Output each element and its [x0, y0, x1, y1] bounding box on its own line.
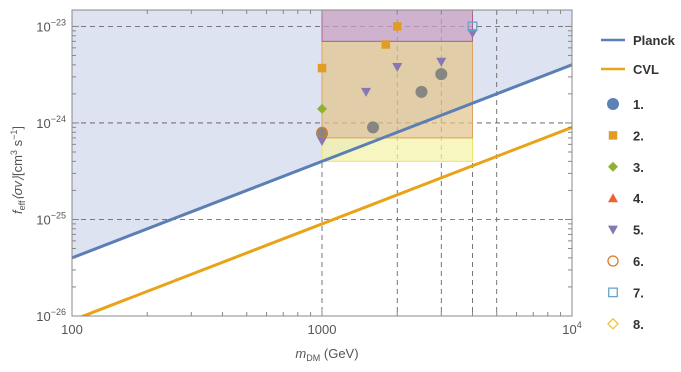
y-tick-label: 10−25 [36, 210, 66, 227]
data-point-series-3-shape [317, 103, 327, 114]
y-tick-label: 10−23 [36, 17, 66, 34]
data-point-series-1 [435, 68, 448, 81]
data-point-series-1 [367, 121, 380, 134]
data-point-series-2 [317, 63, 327, 73]
x-tick-label: 104 [562, 320, 581, 337]
data-point-series-5 [317, 136, 327, 146]
data-point-series-5-shape [467, 29, 478, 39]
x-tick-label: 1000 [308, 322, 337, 337]
legend-label-series-1: 1. [633, 97, 644, 112]
data-point-series-6-shape [316, 126, 328, 138]
legend-label-series-6: 6. [633, 254, 644, 269]
legend-marker-7 [608, 287, 618, 298]
legend-marker-2-shape [608, 131, 618, 140]
x-tick-label: 100 [61, 322, 83, 337]
data-point-series-2-shape [317, 63, 327, 73]
legend-label-series-5: 5. [633, 223, 644, 238]
legend-marker-6-shape [607, 255, 619, 267]
data-point-series-5 [436, 57, 447, 67]
x-axis-label: mDM (GeV) [295, 346, 358, 363]
data-point-series-5-shape [436, 57, 447, 67]
data-point-series-1-shape [435, 68, 448, 81]
cvl-line [79, 125, 572, 316]
legend-label-planck: Planck [633, 33, 676, 48]
data-point-series-5 [392, 62, 403, 72]
y-tick-label: 10−26 [36, 307, 66, 324]
data-point-series-3 [317, 103, 327, 114]
legend-marker-1 [607, 98, 619, 110]
data-point-series-2 [381, 40, 391, 49]
data-point-series-1-shape [367, 121, 380, 134]
legend-marker-3 [608, 161, 618, 172]
data-point-series-2 [393, 22, 402, 31]
legend-marker-6 [607, 255, 619, 267]
legend-label-series-8: 8. [633, 317, 644, 332]
legend-label-series-7: 7. [633, 285, 644, 300]
data-point-series-7-shape [467, 21, 478, 32]
legend-marker-1-shape [607, 98, 619, 110]
data-point-series-5 [467, 29, 478, 39]
legend-label-series-2: 2. [633, 128, 644, 143]
legend-marker-4-shape [608, 193, 618, 203]
legend-marker-8-shape [607, 317, 619, 330]
y-tick-label: 10−24 [36, 114, 66, 131]
legend-marker-2 [608, 131, 618, 140]
y-axis-label: feff⟨σv⟩[cm3 s−1] [9, 126, 27, 214]
region-box-1 [321, 137, 474, 162]
data-point-series-2-shape [393, 22, 402, 31]
region-box-2 [321, 40, 474, 139]
planck-line [72, 63, 572, 260]
legend-marker-8 [607, 317, 619, 330]
data-point-series-7 [467, 21, 478, 32]
legend-marker-3-shape [608, 161, 618, 172]
data-point-series-1-shape [415, 85, 428, 98]
data-point-series-5-shape [317, 136, 327, 146]
legend-marker-4 [608, 193, 618, 203]
data-point-series-1 [415, 85, 428, 98]
legend-label-series-4: 4. [633, 191, 644, 206]
data-point-series-5-shape [361, 87, 372, 97]
data-point-series-5-shape [392, 62, 403, 72]
data-point-series-2-shape [381, 40, 391, 49]
legend-label-cvl: CVL [633, 62, 659, 77]
legend-marker-7-shape [608, 287, 618, 298]
data-point-series-6 [316, 126, 328, 138]
legend-marker-5 [608, 225, 618, 235]
legend-marker-5-shape [608, 225, 618, 235]
legend-label-series-3: 3. [633, 160, 644, 175]
data-point-series-5 [361, 87, 372, 97]
